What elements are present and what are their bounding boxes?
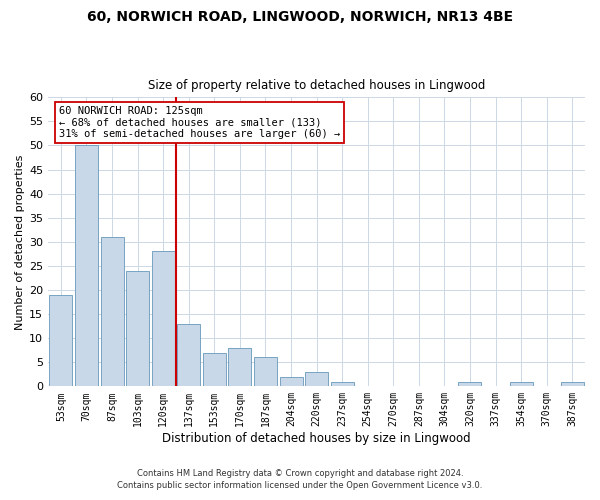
Bar bbox=[509, 382, 533, 386]
Text: Contains HM Land Registry data © Crown copyright and database right 2024.
Contai: Contains HM Land Registry data © Crown c… bbox=[118, 468, 482, 490]
Bar bbox=[229, 348, 251, 387]
Title: Size of property relative to detached houses in Lingwood: Size of property relative to detached ho… bbox=[148, 79, 485, 92]
Bar bbox=[101, 237, 124, 386]
Bar bbox=[305, 372, 328, 386]
Text: 60, NORWICH ROAD, LINGWOOD, NORWICH, NR13 4BE: 60, NORWICH ROAD, LINGWOOD, NORWICH, NR1… bbox=[87, 10, 513, 24]
X-axis label: Distribution of detached houses by size in Lingwood: Distribution of detached houses by size … bbox=[162, 432, 471, 445]
Bar bbox=[331, 382, 353, 386]
Bar bbox=[458, 382, 481, 386]
Bar bbox=[152, 252, 175, 386]
Bar bbox=[561, 382, 584, 386]
Bar bbox=[254, 358, 277, 386]
Bar bbox=[126, 270, 149, 386]
Bar bbox=[177, 324, 200, 386]
Bar bbox=[203, 352, 226, 386]
Bar bbox=[280, 376, 302, 386]
Text: 60 NORWICH ROAD: 125sqm
← 68% of detached houses are smaller (133)
31% of semi-d: 60 NORWICH ROAD: 125sqm ← 68% of detache… bbox=[59, 106, 340, 139]
Bar bbox=[49, 295, 73, 386]
Y-axis label: Number of detached properties: Number of detached properties bbox=[15, 154, 25, 330]
Bar bbox=[75, 146, 98, 386]
